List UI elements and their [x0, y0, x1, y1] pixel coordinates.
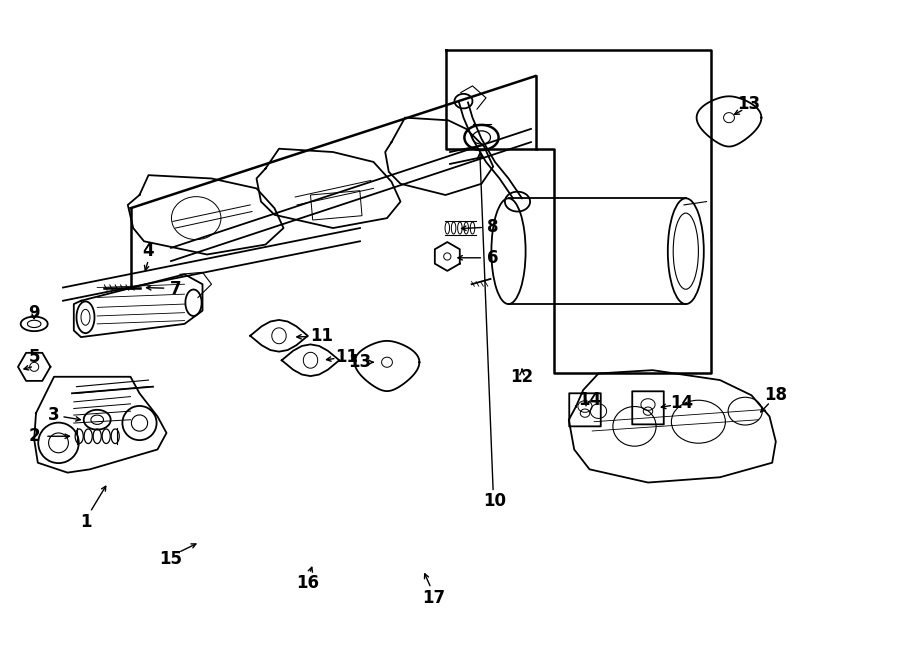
Text: 18: 18: [764, 386, 788, 405]
Text: 13: 13: [348, 353, 372, 371]
Bar: [310, 190, 362, 220]
Text: 6: 6: [488, 249, 499, 267]
Text: 9: 9: [29, 303, 40, 322]
Text: 11: 11: [310, 327, 333, 345]
Text: 7: 7: [170, 280, 181, 298]
Text: 14: 14: [578, 391, 601, 409]
Text: 17: 17: [422, 589, 446, 607]
Text: 10: 10: [483, 492, 507, 510]
Text: 8: 8: [488, 218, 499, 237]
Text: 11: 11: [335, 348, 358, 366]
Text: 4: 4: [143, 242, 154, 260]
Text: 14: 14: [670, 394, 694, 412]
Text: 2: 2: [29, 427, 40, 446]
Text: 15: 15: [159, 549, 183, 568]
Text: 13: 13: [737, 95, 760, 114]
Text: 12: 12: [510, 368, 534, 386]
Text: 16: 16: [296, 574, 320, 592]
Text: 5: 5: [29, 348, 40, 366]
Text: 3: 3: [49, 406, 59, 424]
Text: 1: 1: [80, 513, 91, 531]
